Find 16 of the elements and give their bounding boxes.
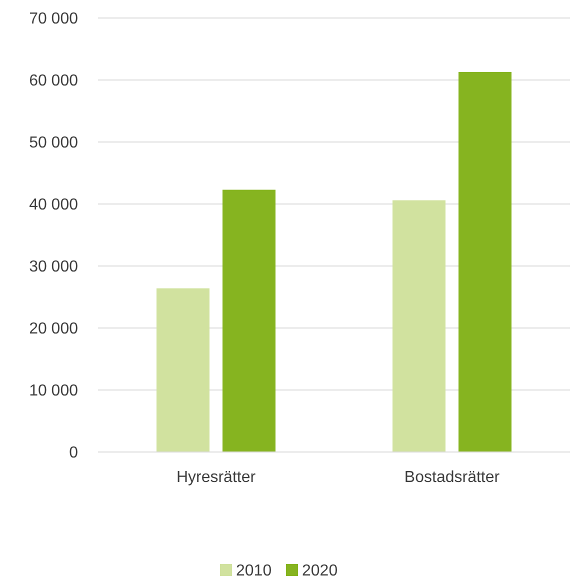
y-tick-label: 60 000	[29, 72, 78, 90]
x-tick-label: Bostadsrätter	[404, 469, 500, 486]
y-tick-label: 30 000	[29, 258, 78, 276]
y-tick-label: 20 000	[29, 320, 78, 338]
bar	[222, 190, 276, 452]
y-tick-label: 10 000	[29, 382, 78, 400]
x-tick-label: Hyresrätter	[176, 469, 256, 486]
bar	[156, 288, 210, 452]
legend-label: 2020	[302, 562, 338, 579]
y-tick-label: 70 000	[29, 10, 78, 28]
y-tick-label: 0	[69, 444, 78, 462]
y-tick-label: 50 000	[29, 134, 78, 152]
bar	[392, 200, 446, 452]
legend-label: 2010	[236, 562, 272, 579]
y-tick-label: 40 000	[29, 196, 78, 214]
bar	[458, 72, 512, 452]
